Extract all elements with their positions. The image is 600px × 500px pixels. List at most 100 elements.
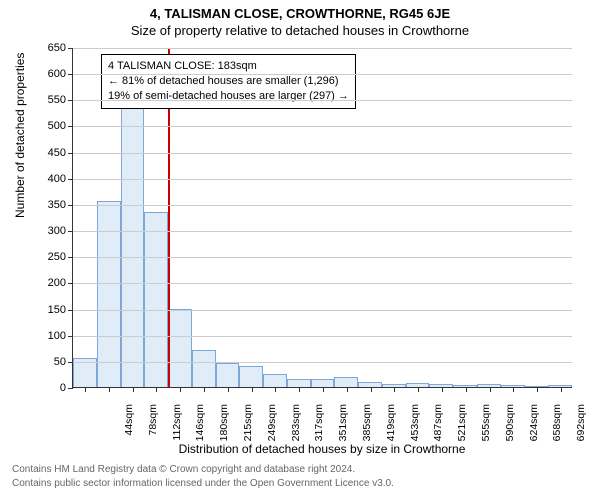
gridline (73, 126, 572, 127)
xtick-label: 453sqm (409, 404, 421, 454)
xtick-mark (133, 387, 134, 392)
xtick-mark (561, 387, 562, 392)
xtick-mark (537, 387, 538, 392)
ytick-label: 300 (48, 225, 66, 237)
xtick-label: 317sqm (313, 404, 325, 454)
ytick-mark (68, 336, 73, 337)
ytick-mark (68, 362, 73, 363)
bar (334, 377, 358, 387)
ytick-label: 400 (48, 173, 66, 185)
ytick-mark (68, 257, 73, 258)
bar (97, 201, 121, 387)
xtick-label: 658sqm (551, 404, 563, 454)
gridline (73, 74, 572, 75)
xtick-mark (371, 387, 372, 392)
xtick-mark (442, 387, 443, 392)
chart-supertitle: 4, TALISMAN CLOSE, CROWTHORNE, RG45 6JE (0, 0, 600, 21)
xtick-label: 555sqm (480, 404, 492, 454)
ytick-mark (68, 100, 73, 101)
ytick-label: 250 (48, 251, 66, 263)
xtick-label: 521sqm (456, 404, 468, 454)
ytick-mark (68, 126, 73, 127)
footer-line: Contains HM Land Registry data © Crown c… (12, 464, 588, 475)
xtick-mark (109, 387, 110, 392)
gridline (73, 179, 572, 180)
bar (311, 379, 335, 387)
xtick-label: 112sqm (171, 404, 183, 454)
xtick-label: 590sqm (504, 404, 516, 454)
xtick-mark (228, 387, 229, 392)
xtick-mark (513, 387, 514, 392)
annotation-line: 19% of semi-detached houses are larger (… (108, 89, 349, 104)
bar (192, 350, 216, 387)
ytick-label: 100 (48, 330, 66, 342)
xtick-label: 487sqm (432, 404, 444, 454)
xtick-mark (85, 387, 86, 392)
gridline (73, 283, 572, 284)
gridline (73, 100, 572, 101)
gridline (73, 48, 572, 49)
footer-line: Contains public sector information licen… (12, 478, 588, 489)
bar (287, 379, 311, 387)
xtick-mark (394, 387, 395, 392)
ytick-label: 0 (60, 382, 66, 394)
ytick-label: 450 (48, 147, 66, 159)
xtick-label: 385sqm (361, 404, 373, 454)
bar (263, 374, 287, 387)
xtick-mark (299, 387, 300, 392)
ytick-label: 650 (48, 42, 66, 54)
xtick-label: 692sqm (575, 404, 587, 454)
ytick-label: 500 (48, 120, 66, 132)
gridline (73, 336, 572, 337)
gridline (73, 310, 572, 311)
xtick-mark (275, 387, 276, 392)
bar (144, 212, 168, 387)
bar (168, 309, 192, 387)
xtick-mark (466, 387, 467, 392)
ytick-mark (68, 388, 73, 389)
ytick-label: 600 (48, 68, 66, 80)
xtick-label: 624sqm (528, 404, 540, 454)
bar (121, 99, 145, 387)
plot-area: 4 TALISMAN CLOSE: 183sqm ← 81% of detach… (72, 48, 572, 388)
ytick-mark (68, 231, 73, 232)
ytick-mark (68, 205, 73, 206)
gridline (73, 153, 572, 154)
ytick-label: 550 (48, 94, 66, 106)
xtick-label: 44sqm (123, 404, 135, 454)
xtick-mark (347, 387, 348, 392)
annotation-line: 4 TALISMAN CLOSE: 183sqm (108, 59, 349, 74)
gridline (73, 362, 572, 363)
annotation-line: ← 81% of detached houses are smaller (1,… (108, 74, 349, 89)
xtick-label: 419sqm (385, 404, 397, 454)
ytick-label: 150 (48, 304, 66, 316)
chart-subtitle: Size of property relative to detached ho… (0, 21, 600, 42)
xtick-label: 146sqm (194, 404, 206, 454)
xtick-label: 351sqm (337, 404, 349, 454)
xtick-label: 78sqm (147, 404, 159, 454)
xtick-label: 249sqm (266, 404, 278, 454)
bar (239, 366, 263, 387)
xtick-label: 180sqm (218, 404, 230, 454)
xtick-mark (180, 387, 181, 392)
xtick-mark (156, 387, 157, 392)
xtick-mark (490, 387, 491, 392)
ytick-label: 350 (48, 199, 66, 211)
xtick-mark (418, 387, 419, 392)
y-axis-label: Number of detached properties (13, 53, 27, 218)
xtick-mark (204, 387, 205, 392)
ytick-label: 200 (48, 277, 66, 289)
xtick-mark (323, 387, 324, 392)
gridline (73, 231, 572, 232)
ytick-label: 50 (54, 356, 66, 368)
ytick-mark (68, 179, 73, 180)
ytick-mark (68, 74, 73, 75)
ytick-mark (68, 283, 73, 284)
gridline (73, 257, 572, 258)
ytick-mark (68, 48, 73, 49)
ytick-mark (68, 310, 73, 311)
bar (216, 363, 240, 387)
xtick-label: 215sqm (242, 404, 254, 454)
xtick-mark (252, 387, 253, 392)
ytick-mark (68, 153, 73, 154)
